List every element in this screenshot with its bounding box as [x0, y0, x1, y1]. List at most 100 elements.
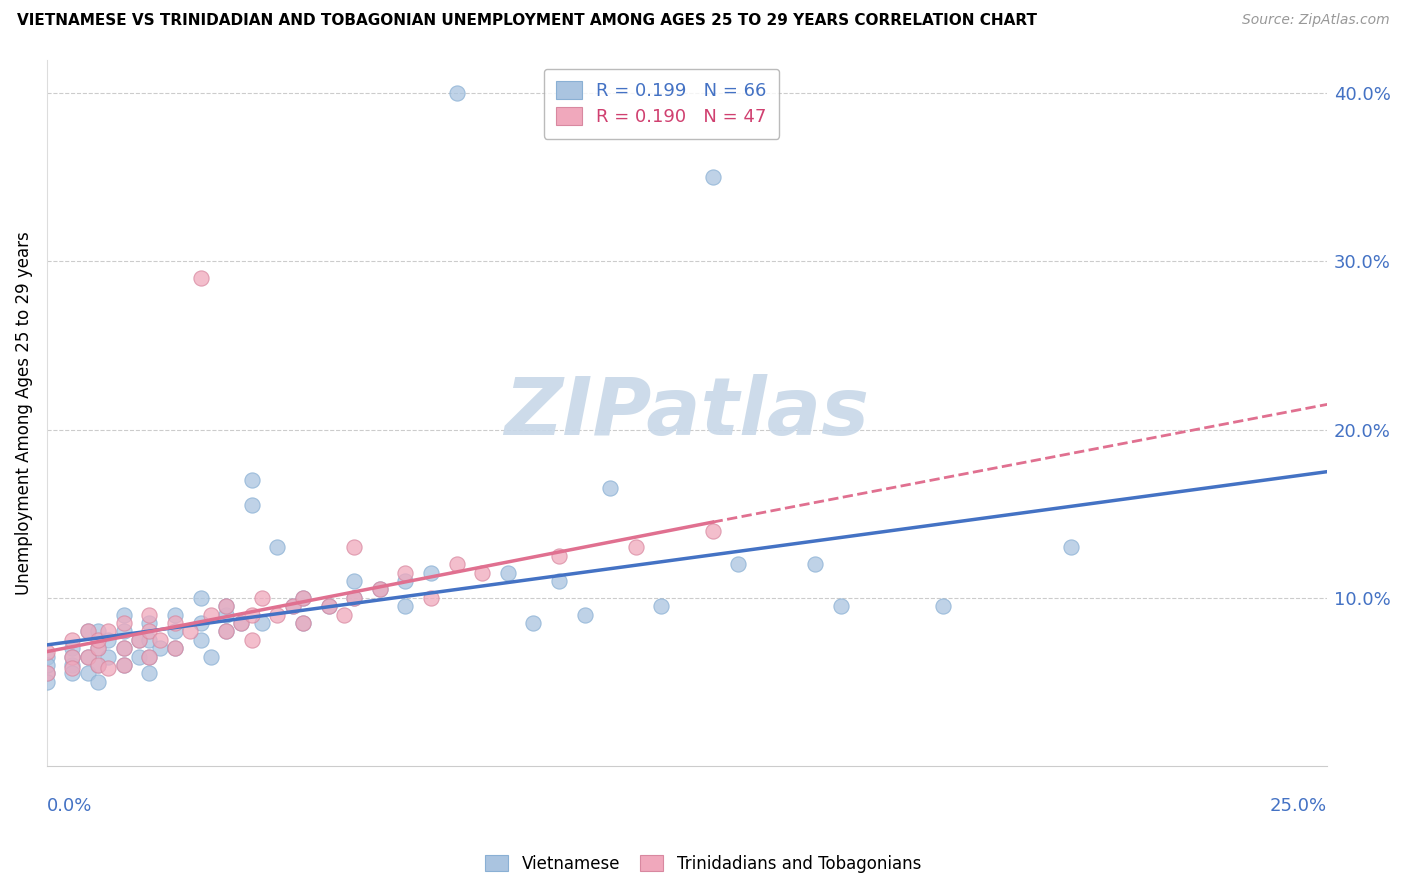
- Point: [62, 661, 84, 675]
- Point: [650, 599, 672, 614]
- Point: [830, 599, 852, 614]
- Point: [97, 624, 120, 639]
- Point: [35, 666, 58, 681]
- Point: [87, 641, 110, 656]
- Point: [281, 599, 304, 614]
- Point: [62, 666, 84, 681]
- Point: [266, 541, 288, 555]
- Point: [112, 658, 135, 673]
- Point: [215, 599, 238, 614]
- Point: [138, 615, 160, 630]
- Point: [148, 641, 170, 656]
- Point: [291, 591, 314, 605]
- Point: [163, 624, 186, 639]
- Point: [240, 607, 263, 622]
- Point: [128, 632, 150, 647]
- Point: [599, 482, 621, 496]
- Point: [343, 591, 366, 605]
- Point: [148, 632, 170, 647]
- Point: [35, 674, 58, 689]
- Point: [548, 574, 571, 588]
- Point: [215, 624, 238, 639]
- Point: [702, 170, 724, 185]
- Point: [215, 607, 238, 622]
- Point: [87, 632, 110, 647]
- Point: [87, 624, 110, 639]
- Point: [804, 557, 827, 571]
- Point: [163, 607, 186, 622]
- Point: [343, 541, 366, 555]
- Point: [215, 599, 238, 614]
- Legend: Vietnamese, Trinidadians and Tobagonians: Vietnamese, Trinidadians and Tobagonians: [478, 848, 928, 880]
- Point: [702, 524, 724, 538]
- Point: [62, 649, 84, 664]
- Point: [138, 649, 160, 664]
- Point: [368, 582, 391, 597]
- Point: [190, 632, 212, 647]
- Point: [215, 624, 238, 639]
- Point: [240, 473, 263, 487]
- Point: [932, 599, 955, 614]
- Point: [1060, 541, 1083, 555]
- Point: [291, 615, 314, 630]
- Point: [240, 632, 263, 647]
- Text: 0.0%: 0.0%: [46, 797, 93, 814]
- Point: [190, 591, 212, 605]
- Point: [112, 641, 135, 656]
- Point: [112, 641, 135, 656]
- Point: [291, 591, 314, 605]
- Point: [76, 649, 98, 664]
- Point: [128, 649, 150, 664]
- Point: [35, 666, 58, 681]
- Point: [179, 624, 201, 639]
- Point: [574, 607, 596, 622]
- Point: [281, 599, 304, 614]
- Point: [522, 615, 544, 630]
- Point: [343, 574, 366, 588]
- Text: ZIPatlas: ZIPatlas: [505, 374, 869, 452]
- Point: [138, 649, 160, 664]
- Point: [62, 641, 84, 656]
- Point: [446, 87, 468, 101]
- Point: [128, 632, 150, 647]
- Point: [394, 599, 416, 614]
- Point: [112, 624, 135, 639]
- Point: [727, 557, 749, 571]
- Point: [496, 566, 519, 580]
- Point: [291, 615, 314, 630]
- Text: Source: ZipAtlas.com: Source: ZipAtlas.com: [1241, 13, 1389, 28]
- Point: [97, 632, 120, 647]
- Point: [87, 674, 110, 689]
- Point: [200, 649, 222, 664]
- Point: [112, 658, 135, 673]
- Point: [62, 658, 84, 673]
- Point: [97, 649, 120, 664]
- Point: [163, 641, 186, 656]
- Point: [471, 566, 494, 580]
- Text: VIETNAMESE VS TRINIDADIAN AND TOBAGONIAN UNEMPLOYMENT AMONG AGES 25 TO 29 YEARS : VIETNAMESE VS TRINIDADIAN AND TOBAGONIAN…: [17, 13, 1036, 29]
- Point: [231, 615, 253, 630]
- Point: [333, 607, 356, 622]
- Text: 25.0%: 25.0%: [1270, 797, 1327, 814]
- Point: [35, 645, 58, 659]
- Point: [231, 615, 253, 630]
- Point: [624, 541, 647, 555]
- Point: [548, 549, 571, 563]
- Point: [76, 649, 98, 664]
- Point: [76, 666, 98, 681]
- Point: [420, 566, 443, 580]
- Point: [250, 591, 273, 605]
- Point: [138, 632, 160, 647]
- Point: [76, 624, 98, 639]
- Point: [35, 658, 58, 673]
- Point: [112, 615, 135, 630]
- Point: [394, 574, 416, 588]
- Point: [368, 582, 391, 597]
- Point: [343, 591, 366, 605]
- Point: [112, 607, 135, 622]
- Point: [87, 641, 110, 656]
- Point: [76, 624, 98, 639]
- Point: [87, 658, 110, 673]
- Y-axis label: Unemployment Among Ages 25 to 29 years: Unemployment Among Ages 25 to 29 years: [15, 231, 32, 595]
- Point: [163, 615, 186, 630]
